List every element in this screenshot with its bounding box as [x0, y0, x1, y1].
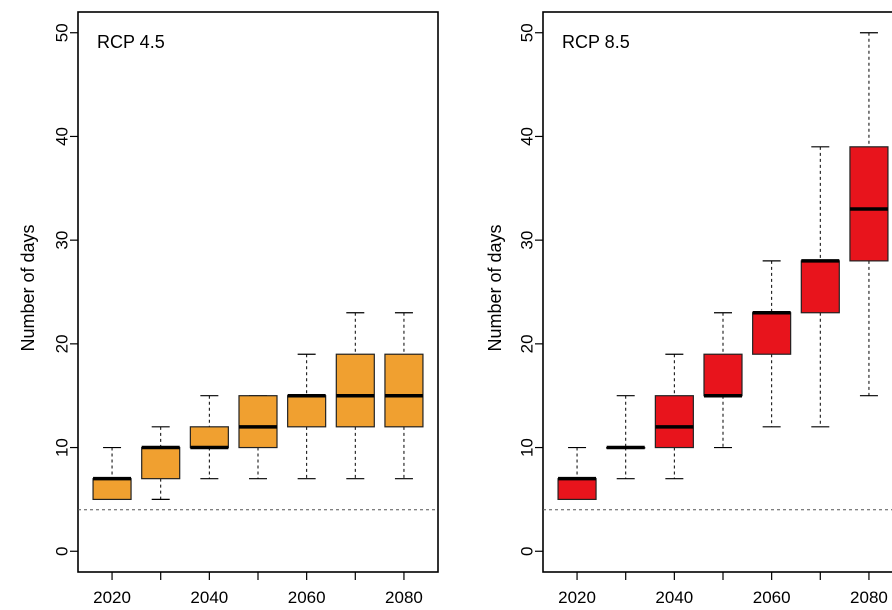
box-2040 — [189, 395, 229, 480]
iqr-box — [335, 353, 375, 428]
box-2050 — [238, 395, 278, 480]
x-tick-label: 2020 — [93, 588, 131, 607]
box-2080 — [849, 32, 889, 397]
y-tick-label: 40 — [518, 127, 537, 146]
y-tick-label: 30 — [53, 231, 72, 250]
y-tick-label: 20 — [53, 334, 72, 353]
chart-panel-1: 0 10 20 30 40 50 2020 2040 2060 2080 Number of day… — [18, 11, 439, 607]
iqr-box — [141, 446, 181, 480]
y-tick-label: 0 — [518, 547, 537, 556]
y-tick-label: 10 — [53, 438, 72, 457]
iqr-box — [557, 478, 597, 501]
plot-frame — [77, 11, 439, 573]
iqr-box — [752, 312, 792, 355]
chart-panel-2: 0 10 20 30 40 50 2020 2040 2060 2080 Number of day… — [485, 11, 892, 607]
box-2070 — [800, 146, 840, 428]
iqr-box — [849, 146, 889, 262]
y-tick-label: 20 — [518, 334, 537, 353]
y-tick-label: 50 — [518, 23, 537, 42]
x-tick-label: 2080 — [385, 588, 423, 607]
box-2020 — [92, 446, 132, 501]
box-2070 — [335, 312, 375, 480]
y-tick-label: 0 — [53, 547, 72, 556]
x-tick-label: 2080 — [850, 588, 888, 607]
box-2050 — [703, 312, 743, 449]
iqr-box — [654, 395, 694, 449]
iqr-box — [189, 426, 229, 449]
box-2030 — [606, 395, 646, 480]
x-tick-label: 2020 — [558, 588, 596, 607]
iqr-box — [92, 478, 132, 501]
box-2080 — [384, 312, 424, 480]
box-2040 — [654, 353, 694, 480]
scenario-label: RCP 4.5 — [97, 32, 165, 52]
iqr-box — [800, 260, 840, 314]
y-tick-label: 10 — [518, 438, 537, 457]
iqr-box — [287, 395, 327, 428]
y-tick-label: 50 — [53, 23, 72, 42]
x-tick-label: 2040 — [190, 588, 228, 607]
y-axis-label: Number of days — [485, 224, 505, 351]
y-tick-label: 40 — [53, 127, 72, 146]
box-2020 — [557, 446, 597, 501]
box-2060 — [287, 353, 327, 480]
box-2030 — [141, 426, 181, 501]
x-tick-label: 2060 — [753, 588, 791, 607]
scenario-label: RCP 8.5 — [562, 32, 630, 52]
iqr-box — [238, 395, 278, 449]
x-tick-label: 2040 — [655, 588, 693, 607]
y-axis-label: Number of days — [18, 224, 38, 351]
x-tick-label: 2060 — [288, 588, 326, 607]
iqr-box — [384, 353, 424, 428]
y-tick-label: 30 — [518, 231, 537, 250]
iqr-box — [703, 353, 743, 397]
box-2060 — [752, 260, 792, 428]
